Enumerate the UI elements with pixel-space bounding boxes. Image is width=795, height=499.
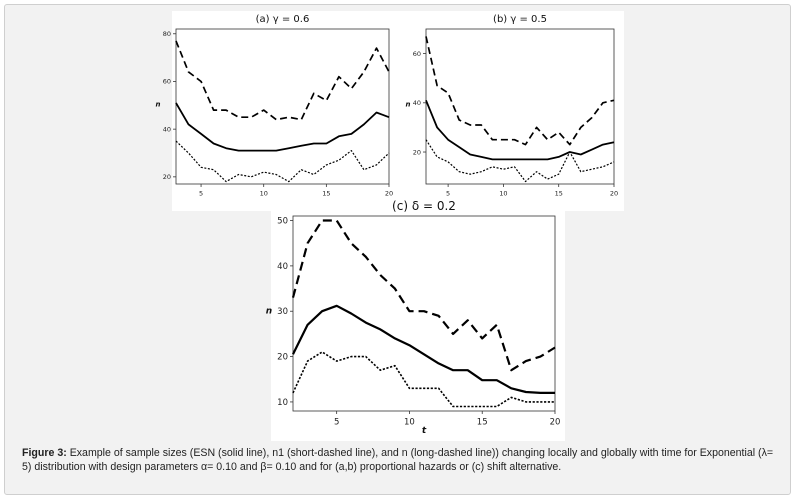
series-line-solid	[175, 102, 390, 152]
figure-panel-top	[172, 11, 624, 211]
figure-caption: Figure 3: Example of sample sizes (ESN (…	[22, 446, 774, 474]
x-tick-label: 20	[385, 190, 393, 198]
plot-a: (a) γ = 0.6 20 40 60 80 5 10 15 20 n	[156, 14, 394, 198]
series-line-solid	[425, 99, 615, 161]
x-tick-label: 5	[199, 190, 203, 198]
y-tick-label: 80	[163, 30, 171, 38]
chart-title: (a) γ = 0.6	[256, 14, 310, 25]
x-axis-label: t	[422, 426, 427, 436]
series-line-short-dash	[425, 139, 615, 183]
caption-label: Figure 3:	[22, 447, 67, 459]
x-tick-label: 15	[322, 190, 330, 198]
plot-c: (c) δ = 0.2 10 20 30 40 50 5 10 15 20 n t	[266, 199, 561, 436]
y-axis-label: n	[406, 101, 411, 109]
series-line-short-dash	[292, 351, 555, 408]
x-tick-label: 10	[404, 418, 415, 428]
chart-title: (b) γ = 0.5	[493, 14, 547, 25]
plot-frame	[175, 28, 390, 185]
plot-frame	[425, 28, 615, 185]
x-tick-label: 10	[499, 190, 507, 198]
series-line-long-dash	[425, 36, 615, 146]
y-tick-label: 20	[277, 353, 288, 363]
series-line-short-dash	[175, 140, 390, 183]
chart-title: (c) δ = 0.2	[392, 199, 456, 213]
figure-frame	[4, 4, 791, 495]
caption-text: Example of sample sizes (ESN (solid line…	[22, 447, 774, 473]
plot-b: (b) γ = 0.5 20 40 60 5 10 15 20 n	[406, 14, 619, 198]
y-tick-label: 30	[277, 307, 288, 317]
series-line-long-dash	[175, 40, 390, 121]
y-tick-label: 50	[277, 217, 288, 227]
x-tick-label: 15	[477, 418, 488, 428]
x-tick-label: 15	[555, 190, 563, 198]
x-tick-label: 10	[260, 190, 268, 198]
y-tick-label: 60	[163, 78, 171, 86]
y-tick-label: 60	[413, 50, 421, 58]
series-line-solid	[292, 304, 555, 394]
series-line-long-dash	[291, 219, 556, 372]
y-tick-label: 20	[163, 173, 171, 181]
figure-panel-bottom	[271, 196, 565, 441]
y-tick-label: 40	[413, 99, 421, 107]
y-axis-label: n	[266, 307, 272, 317]
y-axis-label: n	[156, 101, 161, 109]
y-tick-label: 40	[163, 125, 171, 133]
x-tick-label: 5	[334, 418, 339, 428]
y-tick-label: 20	[413, 148, 421, 156]
y-tick-label: 10	[277, 398, 288, 408]
plot-frame	[292, 215, 556, 412]
x-tick-label: 5	[446, 190, 450, 198]
x-tick-label: 20	[550, 418, 561, 428]
x-tick-label: 20	[610, 190, 618, 198]
y-tick-label: 40	[277, 262, 288, 272]
